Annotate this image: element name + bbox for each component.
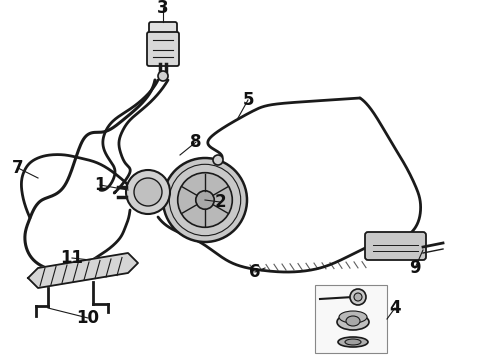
Circle shape bbox=[134, 178, 162, 206]
Ellipse shape bbox=[346, 316, 360, 326]
Circle shape bbox=[354, 293, 362, 301]
Ellipse shape bbox=[345, 339, 361, 345]
Text: 11: 11 bbox=[60, 249, 83, 267]
Circle shape bbox=[126, 170, 170, 214]
Ellipse shape bbox=[339, 311, 367, 323]
Circle shape bbox=[178, 173, 232, 227]
Text: 9: 9 bbox=[409, 259, 421, 277]
FancyBboxPatch shape bbox=[147, 32, 179, 66]
FancyBboxPatch shape bbox=[365, 232, 426, 260]
Text: 3: 3 bbox=[157, 0, 169, 17]
FancyBboxPatch shape bbox=[149, 22, 177, 36]
Circle shape bbox=[350, 289, 366, 305]
Text: 4: 4 bbox=[389, 299, 401, 317]
Text: 2: 2 bbox=[214, 193, 226, 211]
Circle shape bbox=[158, 71, 168, 81]
Text: 7: 7 bbox=[12, 159, 24, 177]
Text: 6: 6 bbox=[249, 263, 261, 281]
Text: 5: 5 bbox=[242, 91, 254, 109]
Circle shape bbox=[163, 158, 247, 242]
Bar bbox=[315, 285, 387, 353]
Text: 8: 8 bbox=[190, 133, 202, 151]
Text: 1: 1 bbox=[94, 176, 106, 194]
Ellipse shape bbox=[337, 314, 369, 330]
Ellipse shape bbox=[338, 337, 368, 347]
Circle shape bbox=[213, 155, 223, 165]
Circle shape bbox=[196, 191, 214, 209]
Text: 10: 10 bbox=[76, 309, 99, 327]
Polygon shape bbox=[28, 253, 138, 288]
